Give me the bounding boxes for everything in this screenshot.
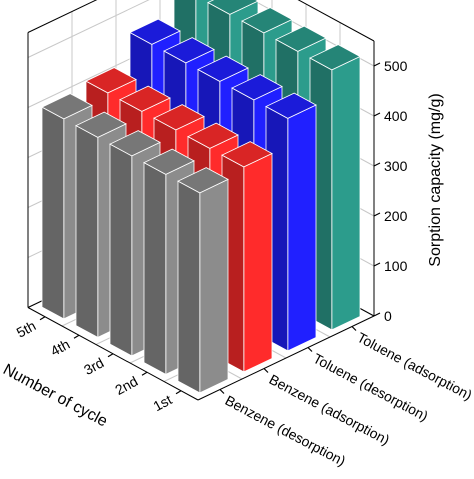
axis-frame-7 <box>297 0 375 42</box>
z-tick-label-3: 300 <box>384 158 408 174</box>
bar-face-top <box>275 25 327 52</box>
cycle-tick-mark-2 <box>107 353 114 358</box>
sorbate-tick-mark-2 <box>307 347 313 352</box>
bar-face-top <box>187 122 239 149</box>
bar-face-front <box>243 152 273 373</box>
cycle-tick-label-2: 3rd <box>81 354 106 378</box>
bar-face-top <box>85 67 137 94</box>
bar-face-side <box>41 106 65 320</box>
bar-face-top <box>207 0 259 15</box>
bar-benzene-desorption--1st <box>177 167 229 394</box>
bar-face-top <box>75 111 127 138</box>
z-tick-label-2: 200 <box>384 208 408 224</box>
bar-face-top <box>177 167 229 194</box>
bar-face-top <box>265 92 317 119</box>
cycle-tick-mark-1 <box>141 371 148 376</box>
axis-frame-1 <box>197 315 375 401</box>
bar-face-side <box>75 124 99 339</box>
bar-face-front <box>287 104 317 352</box>
cycle-tick-label-4: 5th <box>14 317 39 340</box>
z-tick-label-0: 0 <box>384 308 392 324</box>
z-tick-mark-3 <box>373 162 381 167</box>
z-tick-mark-0 <box>373 312 381 317</box>
bar-face-top <box>309 44 361 71</box>
bar-face-top <box>197 55 249 82</box>
axis-frame-8 <box>27 0 98 33</box>
bar-face-front <box>199 178 229 394</box>
z-tick-label-1: 100 <box>384 258 408 274</box>
sorbate-tick-mark-0 <box>219 389 225 394</box>
cycle-tick-label-1: 2nd <box>112 373 140 398</box>
bar-face-top <box>109 130 161 157</box>
bar-face-top <box>231 74 283 101</box>
bar-face-side <box>143 161 167 376</box>
bar-toluene-adsorption--1st <box>309 44 361 331</box>
bar-face-top <box>163 37 215 64</box>
z-tick-mark-4 <box>373 112 381 117</box>
cycle-tick-mark-0 <box>175 390 182 395</box>
bar-benzene-adsorption--1st <box>221 141 273 373</box>
z-tick-mark-1 <box>373 262 381 267</box>
cycle-tick-mark-4 <box>39 316 46 321</box>
bar-face-top <box>41 93 93 120</box>
bar-face-top <box>143 148 195 175</box>
bar-face-side <box>177 180 201 394</box>
z-axis-title: Sorption capacity (mg/g) <box>427 93 444 266</box>
bar-face-top <box>119 85 171 112</box>
z-tick-mark-2 <box>373 212 381 217</box>
z-tick-mark-5 <box>373 62 381 67</box>
bar-face-top <box>153 104 205 131</box>
sorbate-tick-mark-1 <box>263 368 269 373</box>
bar-face-top <box>221 141 273 168</box>
cycle-tick-mark-3 <box>73 334 80 339</box>
chart-bars <box>41 0 361 394</box>
bar-toluene-desorption--1st <box>265 92 317 352</box>
z-tick-label-4: 400 <box>384 108 408 124</box>
bar-face-front <box>331 55 361 331</box>
sorbate-tick-mark-3 <box>351 326 357 331</box>
bar-face-top <box>241 7 293 34</box>
bar-face-side <box>109 143 133 357</box>
bar-face-top <box>129 18 181 45</box>
cycle-tick-label-3: 4th <box>48 336 73 359</box>
z-tick-label-5: 500 <box>384 58 408 74</box>
cycle-tick-label-0: 1st <box>150 391 174 414</box>
